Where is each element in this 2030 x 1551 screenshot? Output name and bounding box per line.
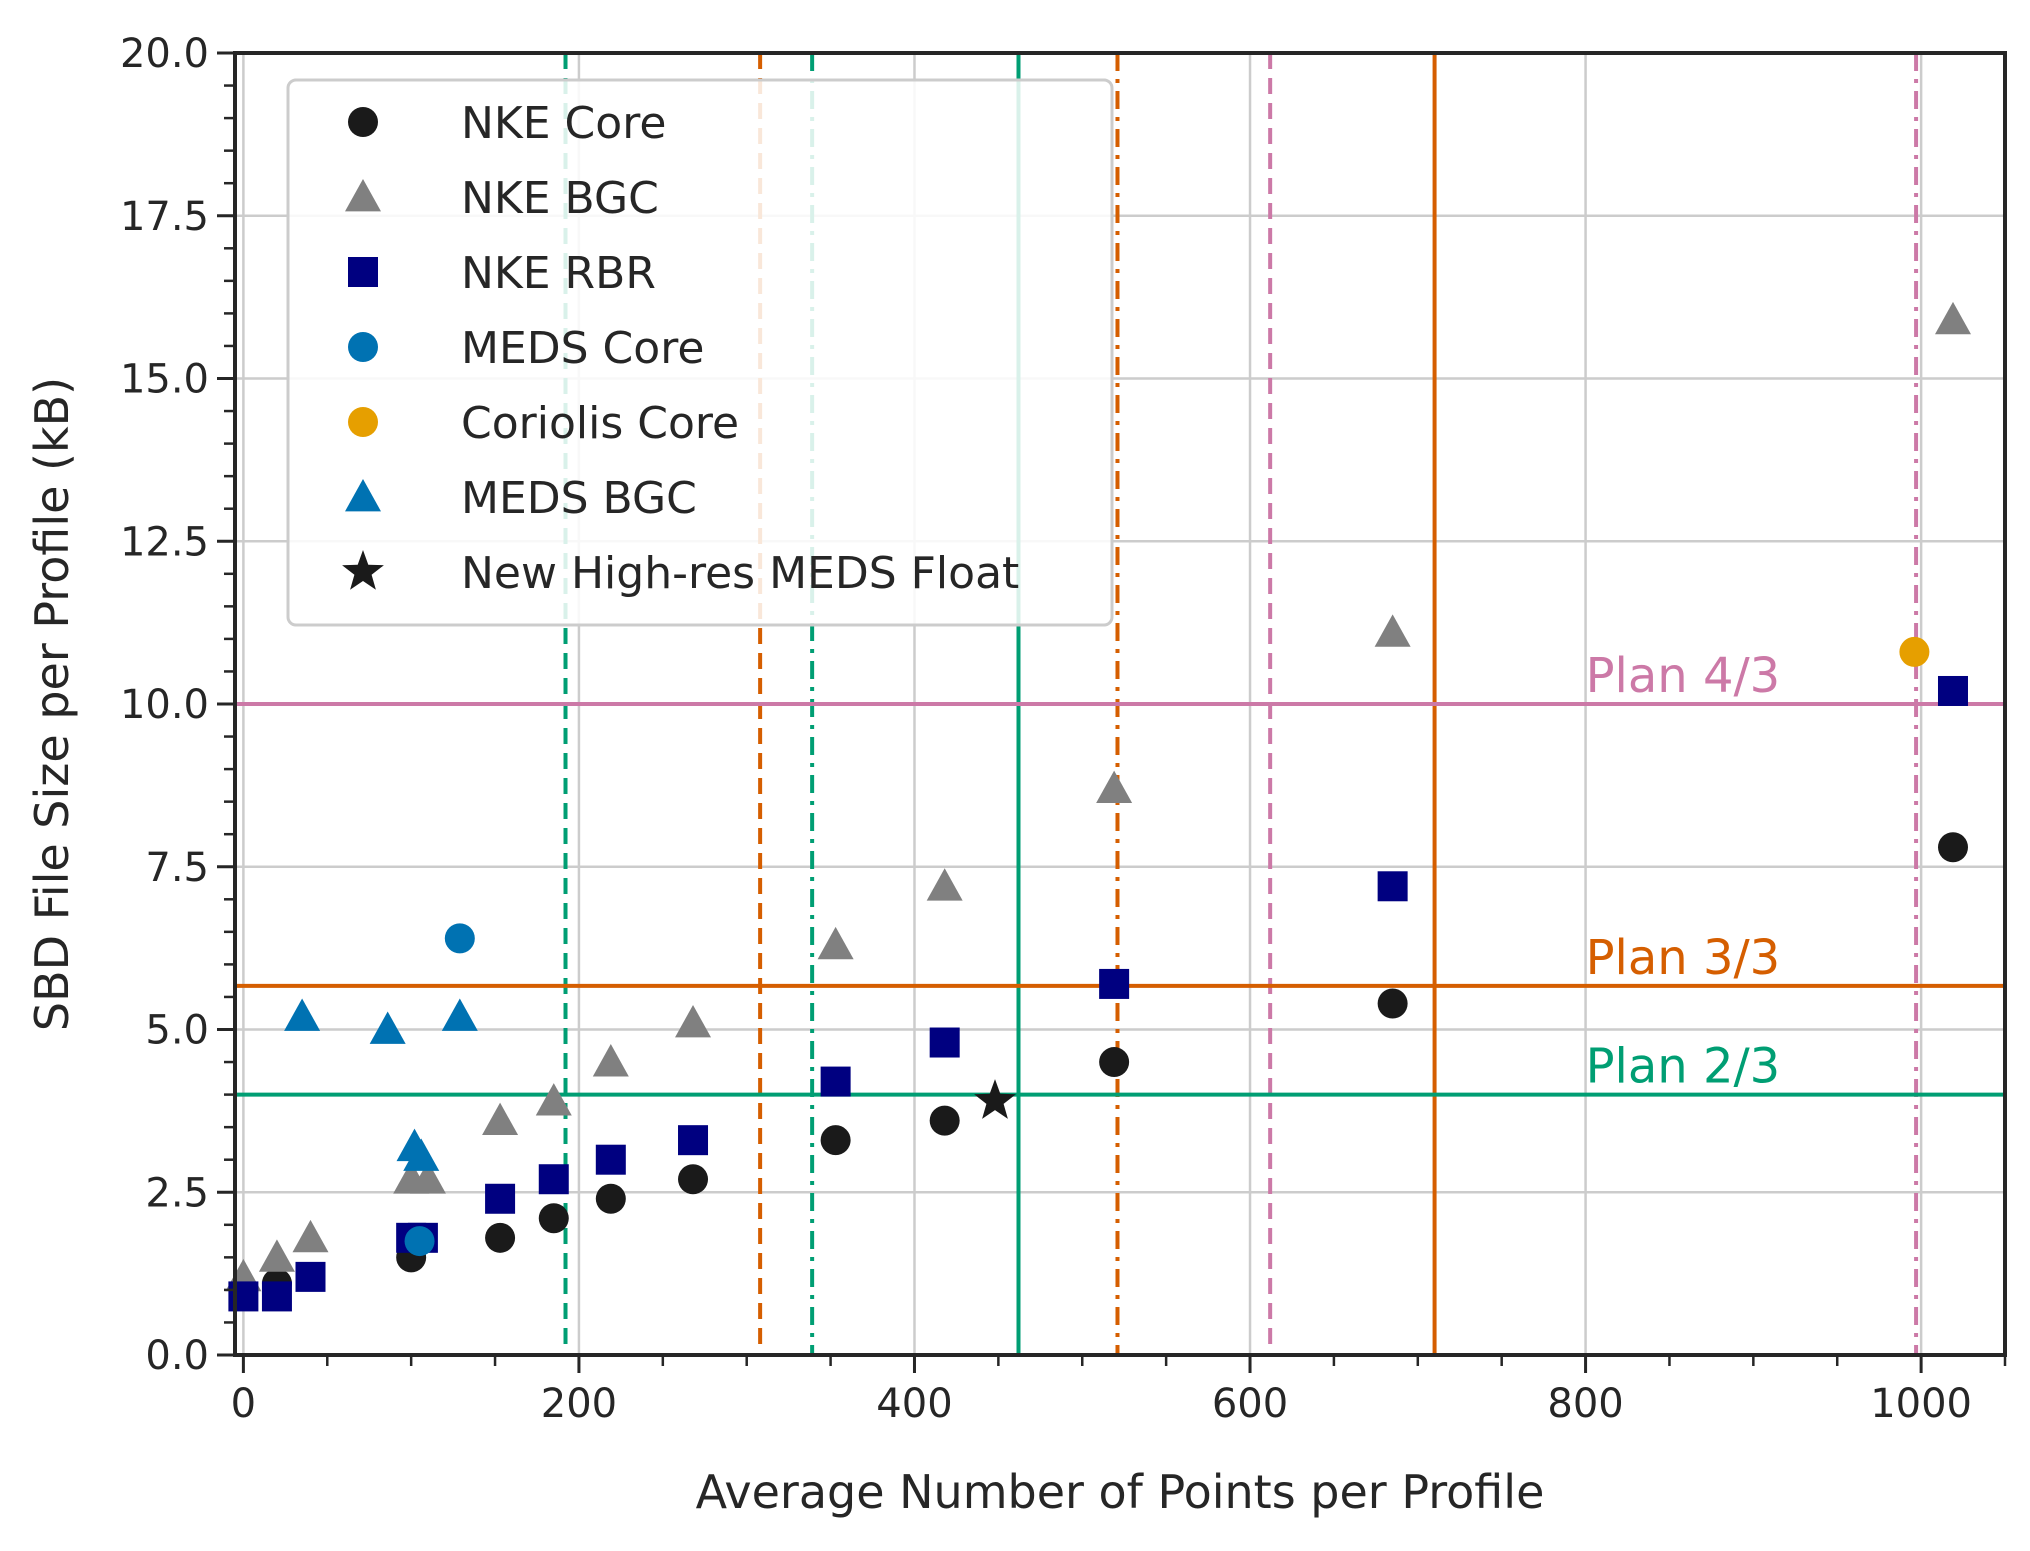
y-tick-label: 5.0 bbox=[145, 1008, 209, 1054]
data-point bbox=[482, 1102, 519, 1136]
data-point bbox=[592, 1044, 629, 1077]
data-point bbox=[441, 998, 478, 1031]
x-tick-label: 600 bbox=[1212, 1381, 1288, 1427]
legend-entry: NKE Core bbox=[461, 98, 666, 149]
data-point bbox=[678, 1125, 709, 1156]
data-point bbox=[404, 1226, 435, 1257]
legend-marker bbox=[345, 179, 381, 212]
legend-entry: NKE RBR bbox=[461, 248, 656, 299]
data-point bbox=[595, 1183, 626, 1214]
legend-entry: NKE BGC bbox=[461, 173, 659, 224]
data-point bbox=[409, 1161, 446, 1194]
data-point bbox=[538, 1164, 569, 1195]
data-point bbox=[595, 1144, 626, 1175]
x-axis-label: Average Number of Points per Profile bbox=[696, 1465, 1545, 1519]
data-point bbox=[929, 1027, 960, 1058]
y-tick-label: 15.0 bbox=[120, 357, 209, 403]
data-point bbox=[820, 1125, 851, 1156]
data-point bbox=[261, 1281, 292, 1312]
legend-entry: New High-res MEDS Float bbox=[461, 548, 1019, 599]
data-point bbox=[284, 998, 321, 1031]
data-point bbox=[1899, 636, 1930, 667]
data-point bbox=[817, 926, 854, 960]
data-point bbox=[258, 1239, 295, 1272]
x-tick-label: 0 bbox=[231, 1381, 256, 1427]
legend-entry: Coriolis Core bbox=[461, 398, 739, 449]
data-point bbox=[369, 1011, 406, 1044]
data-point bbox=[1377, 988, 1408, 1019]
legend-marker bbox=[348, 407, 378, 437]
series-meds-bgc bbox=[284, 998, 478, 1171]
y-tick-label: 7.5 bbox=[145, 845, 209, 891]
y-tick-label: 17.5 bbox=[120, 194, 209, 240]
legend-marker bbox=[342, 550, 384, 590]
legend-marker bbox=[345, 479, 381, 512]
plan-labels: Plan 4/3 Plan 3/3 Plan 2/3 bbox=[1586, 648, 1781, 1095]
data-point bbox=[974, 1079, 1016, 1119]
series-new-high-res-meds-float bbox=[974, 1079, 1016, 1119]
data-point bbox=[1934, 301, 1971, 335]
axis-ticks: 0 200 400 600 800 1000 0.0 2.5 5.0 7.5 10.0 12.5 15.… bbox=[120, 31, 2007, 1427]
y-axis-label: SBD File Size per Profile (kB) bbox=[25, 377, 79, 1031]
x-tick-label: 200 bbox=[541, 1381, 617, 1427]
data-point bbox=[1937, 675, 1968, 706]
data-point bbox=[929, 1105, 960, 1136]
data-point bbox=[1937, 832, 1968, 863]
x-tick-label: 1000 bbox=[1870, 1381, 1972, 1427]
legend-entry: MEDS BGC bbox=[461, 473, 697, 524]
data-point bbox=[538, 1203, 569, 1234]
data-point bbox=[1099, 968, 1130, 999]
plan-label: Plan 4/3 bbox=[1586, 648, 1781, 704]
data-point bbox=[820, 1066, 851, 1097]
legend: NKE Core NKE BGC NKE RBR MEDS Core Coriolis … bbox=[286, 78, 1114, 627]
y-tick-label: 12.5 bbox=[120, 519, 209, 565]
data-point bbox=[228, 1281, 259, 1312]
reference-lines bbox=[235, 53, 2005, 1355]
data-point bbox=[485, 1183, 516, 1214]
y-tick-label: 20.0 bbox=[120, 31, 209, 77]
x-tick-label: 800 bbox=[1547, 1381, 1623, 1427]
data-point bbox=[926, 868, 963, 901]
plan-label: Plan 2/3 bbox=[1586, 1039, 1781, 1095]
legend-marker bbox=[348, 107, 378, 137]
series-coriolis-core bbox=[1899, 636, 1930, 667]
x-tick-label: 400 bbox=[876, 1381, 952, 1427]
data-point bbox=[1377, 871, 1408, 902]
legend-marker bbox=[348, 332, 378, 362]
data-point bbox=[292, 1219, 329, 1253]
data-point bbox=[485, 1222, 516, 1253]
data-point bbox=[403, 1138, 440, 1171]
legend-marker bbox=[348, 257, 378, 287]
data-point bbox=[444, 923, 475, 954]
data-point bbox=[678, 1164, 709, 1195]
data-point bbox=[1096, 770, 1133, 804]
y-tick-label: 2.5 bbox=[145, 1170, 209, 1216]
data-point bbox=[675, 1004, 712, 1038]
data-point bbox=[1374, 614, 1411, 647]
data-point bbox=[1099, 1047, 1130, 1078]
data-point bbox=[295, 1261, 326, 1292]
plan-label: Plan 3/3 bbox=[1586, 930, 1781, 986]
series-meds-core bbox=[404, 923, 475, 1257]
legend-box bbox=[286, 78, 1114, 627]
y-tick-label: 10.0 bbox=[120, 682, 209, 728]
y-tick-label: 0.0 bbox=[145, 1333, 209, 1379]
data-point bbox=[535, 1083, 572, 1116]
legend-entry: MEDS Core bbox=[461, 323, 704, 374]
